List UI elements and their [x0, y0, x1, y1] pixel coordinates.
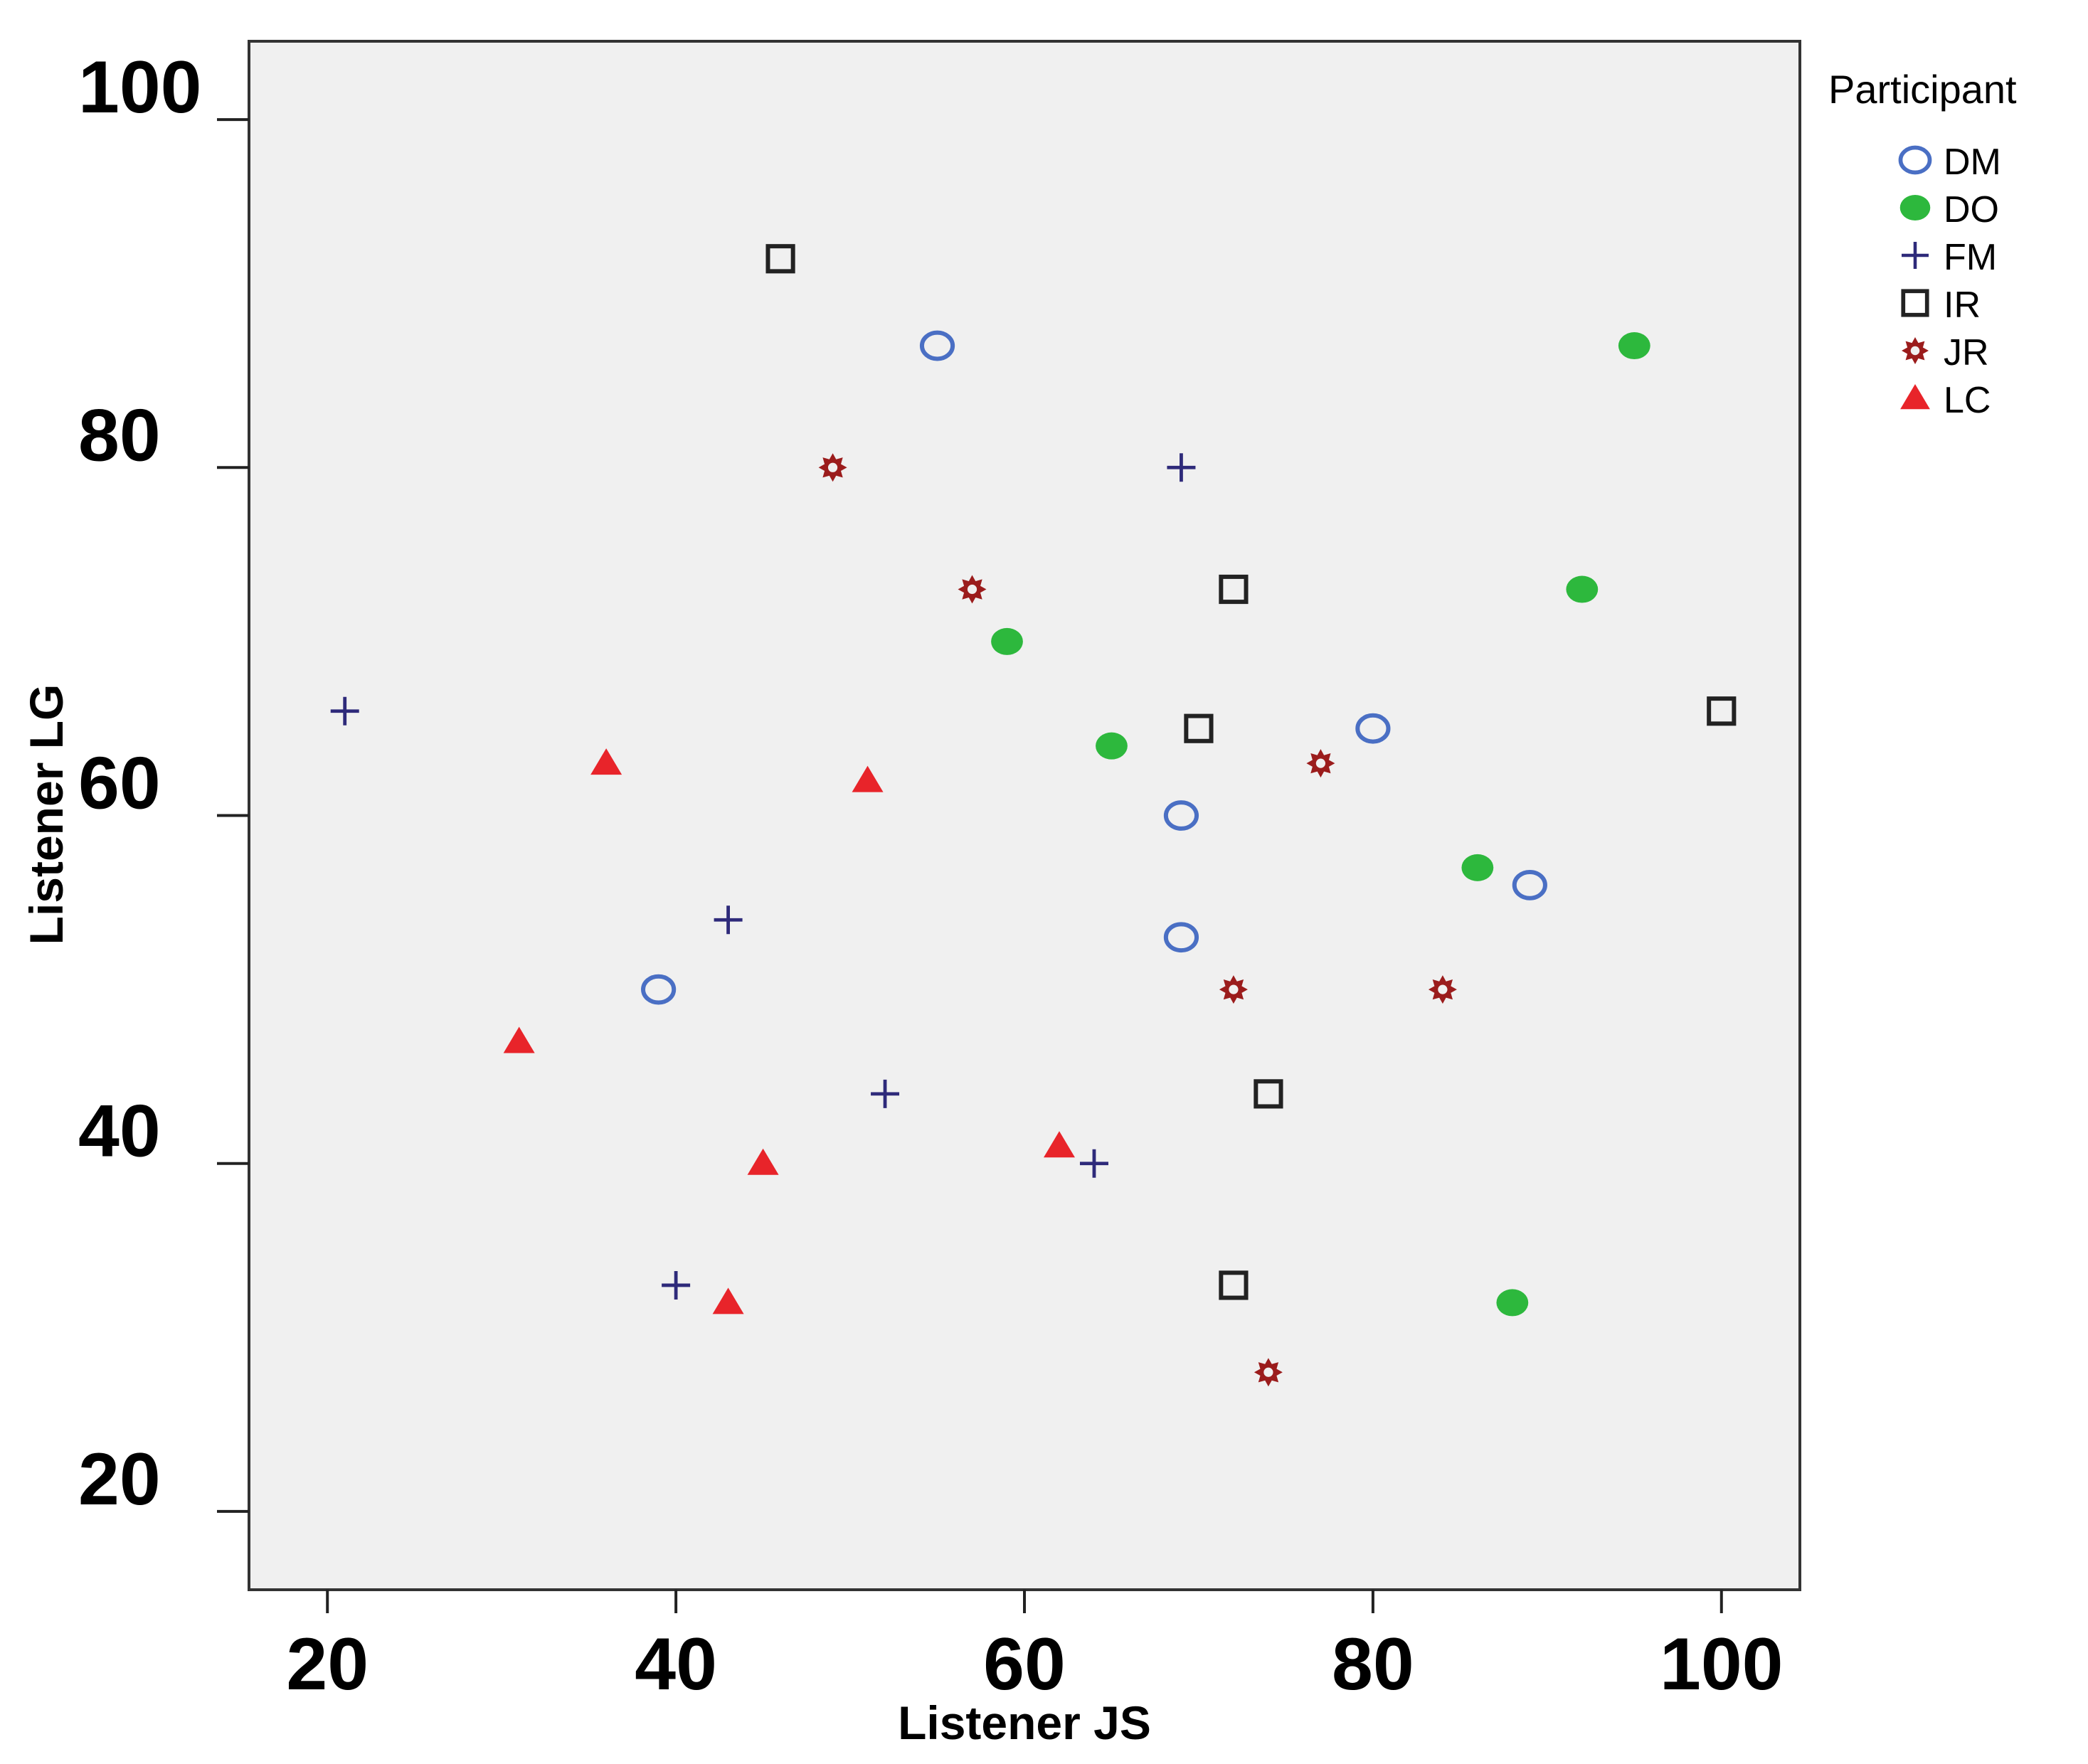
y-tick-label: 80	[78, 394, 161, 477]
legend-marker-lc	[1900, 384, 1930, 410]
point-lc	[712, 1287, 744, 1314]
point-jr	[1306, 749, 1335, 778]
legend-marker-fm	[1902, 242, 1929, 269]
point-fm	[662, 1270, 691, 1300]
point-dm	[1355, 713, 1391, 744]
point-ir	[1219, 574, 1249, 605]
legend: Participant DM DO FM IR JR LC	[1828, 67, 2017, 421]
legend-marker-ir	[1901, 289, 1929, 317]
legend-items: DM DO FM IR JR LC	[1898, 142, 2001, 421]
point-ir	[1254, 1079, 1283, 1109]
point-dm	[919, 330, 955, 361]
point-do	[1618, 332, 1650, 360]
legend-label-dm: DM	[1944, 142, 2001, 183]
x-tick-label: 100	[1660, 1623, 1784, 1706]
y-tick-label: 20	[78, 1438, 161, 1521]
point-ir	[765, 244, 795, 274]
legend-label-jr: JR	[1944, 332, 1989, 373]
point-jr	[1219, 975, 1248, 1004]
legend-label-do: DO	[1944, 189, 1999, 230]
point-dm	[1163, 922, 1199, 953]
point-lc	[1043, 1131, 1075, 1158]
point-ir	[1184, 713, 1214, 743]
x-tick-label: 40	[635, 1623, 717, 1706]
point-fm	[1079, 1149, 1108, 1178]
point-dm	[1163, 800, 1199, 831]
point-dm	[1512, 869, 1547, 900]
point-jr	[1428, 975, 1457, 1004]
plot-background	[249, 41, 1800, 1590]
y-tick-label: 60	[78, 743, 161, 825]
legend-marker-do	[1899, 194, 1931, 221]
legend-label-fm: FM	[1944, 237, 1997, 278]
point-do	[1461, 854, 1494, 881]
point-lc	[747, 1148, 779, 1175]
y-tick-label: 100	[78, 46, 202, 129]
point-dm	[641, 974, 677, 1005]
point-lc	[503, 1026, 535, 1053]
point-jr	[958, 575, 987, 604]
legend-label-ir: IR	[1944, 285, 1981, 326]
x-axis-ticks: 20 40 60 80 100	[286, 1590, 1784, 1706]
point-do	[991, 627, 1023, 655]
point-lc	[590, 748, 622, 775]
point-do	[1566, 575, 1599, 603]
point-fm	[714, 905, 743, 935]
point-fm	[1167, 453, 1196, 482]
y-tick-label: 40	[78, 1090, 161, 1173]
point-jr	[818, 453, 847, 482]
x-tick-label: 60	[983, 1623, 1066, 1706]
point-do	[1496, 1289, 1529, 1317]
legend-title: Participant	[1828, 67, 2017, 112]
point-fm	[330, 696, 359, 726]
x-tick-label: 80	[1332, 1623, 1414, 1706]
legend-label-lc: LC	[1944, 380, 1991, 421]
point-ir	[1219, 1270, 1249, 1300]
point-jr	[1254, 1358, 1283, 1387]
point-do	[1096, 732, 1128, 760]
x-axis-title: Listener JS	[898, 1696, 1151, 1749]
y-axis-title: Listener LG	[20, 684, 73, 945]
data-points	[330, 244, 1737, 1387]
legend-marker-jr	[1902, 337, 1929, 364]
y-axis-ticks: 20 40 60 80 100	[78, 46, 249, 1521]
point-fm	[871, 1079, 900, 1108]
legend-marker-dm	[1898, 145, 1932, 175]
point-lc	[852, 765, 884, 792]
x-tick-label: 20	[286, 1623, 369, 1706]
point-ir	[1707, 696, 1737, 726]
